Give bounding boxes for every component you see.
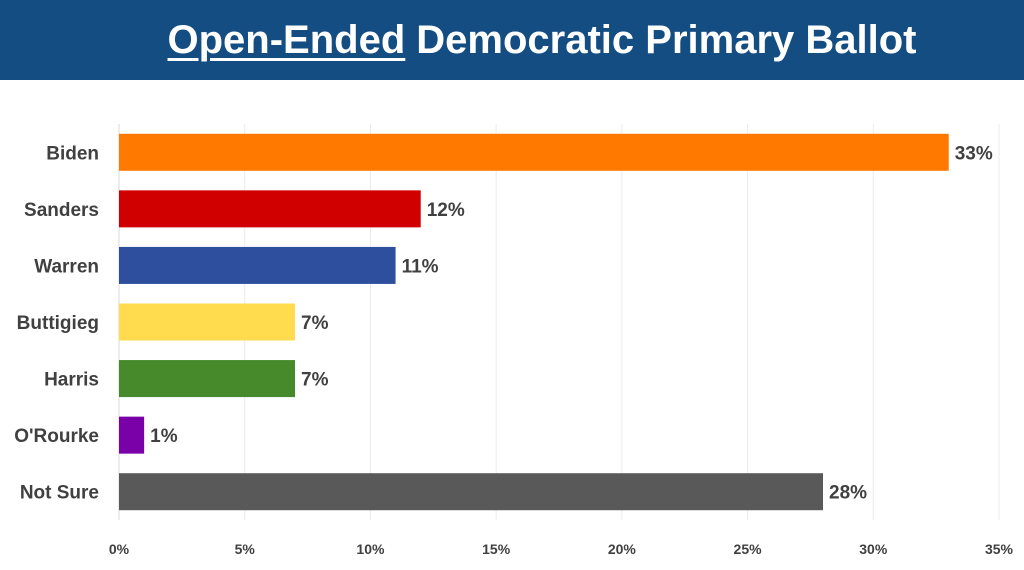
category-label: Warren xyxy=(34,256,99,277)
category-label: Not Sure xyxy=(20,483,99,504)
category-label: Biden xyxy=(46,143,99,164)
value-label: 7% xyxy=(301,370,329,391)
x-tick-label: 20% xyxy=(608,541,637,557)
category-label: Harris xyxy=(44,370,99,391)
title-underlined: Open-Ended xyxy=(167,17,406,62)
bar-buttigieg xyxy=(119,303,295,341)
bar-warren xyxy=(119,246,396,284)
title-rest: Democratic Primary Ballot xyxy=(416,17,917,62)
bar-biden xyxy=(119,133,949,171)
value-label: 7% xyxy=(301,313,329,334)
bar-o-rourke xyxy=(119,416,145,454)
category-label: Sanders xyxy=(24,200,99,221)
x-tick-label: 15% xyxy=(482,541,511,557)
title-banner xyxy=(0,0,1024,80)
bar-not-sure xyxy=(119,473,823,511)
bar-sanders xyxy=(119,190,421,228)
x-tick-label: 0% xyxy=(109,541,130,557)
x-tick-label: 5% xyxy=(235,541,256,557)
page-title: Open-Ended Democratic Primary Ballot xyxy=(0,0,1024,80)
value-label: 1% xyxy=(150,426,178,447)
x-tick-label: 30% xyxy=(859,541,888,557)
category-label: O'Rourke xyxy=(14,426,99,447)
value-label: 28% xyxy=(829,483,867,504)
x-tick-label: 35% xyxy=(985,541,1014,557)
value-label: 11% xyxy=(402,256,439,277)
value-label: 33% xyxy=(955,143,993,164)
category-label: Buttigieg xyxy=(17,313,99,334)
x-tick-label: 25% xyxy=(734,541,763,557)
bar-harris xyxy=(119,360,295,398)
x-tick-label: 10% xyxy=(356,541,385,557)
value-label: 12% xyxy=(427,200,465,221)
